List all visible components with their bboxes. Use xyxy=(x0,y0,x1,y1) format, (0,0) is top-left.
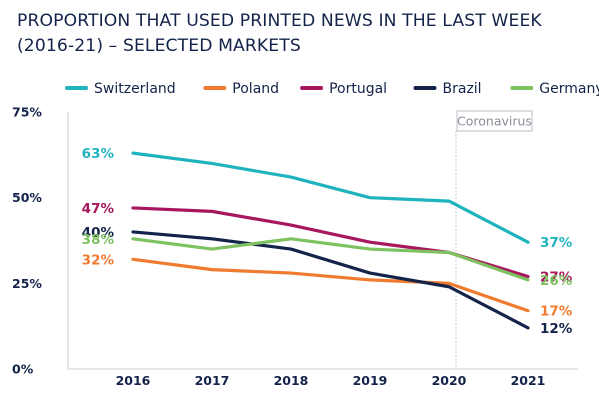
data-label-end-poland: 17% xyxy=(540,304,573,320)
series-line-switzerland xyxy=(131,151,530,244)
legend-label-brazil: Brazil xyxy=(443,81,482,97)
y-axis-ticks: 0% 25% 50% 75% xyxy=(12,105,42,377)
series-line-poland xyxy=(131,257,530,313)
data-label-end-portugal: 27% xyxy=(540,269,573,285)
y-tick-label: 25% xyxy=(12,276,42,291)
x-tick-label: 2017 xyxy=(195,373,230,388)
chart-title: PROPORTION THAT USED PRINTED NEWS IN THE… xyxy=(17,9,592,59)
coronavirus-label-box xyxy=(456,110,533,132)
x-tick-label: 2016 xyxy=(116,373,151,388)
coronavirus-label: Coronavirus xyxy=(457,114,532,129)
x-tick-label: 2020 xyxy=(432,373,467,388)
data-label-start-germany: 38% xyxy=(82,232,115,248)
series-line-germany xyxy=(131,237,530,282)
series-lines xyxy=(131,151,530,330)
data-label-start-poland: 32% xyxy=(82,252,115,268)
legend: Switzerland Poland Portugal Brazil Germany xyxy=(65,81,599,97)
legend-label-poland: Poland xyxy=(232,81,279,97)
x-tick-label: 2019 xyxy=(353,373,388,388)
y-tick-label: 50% xyxy=(12,190,42,205)
axes xyxy=(67,112,578,370)
x-tick-label: 2018 xyxy=(274,373,309,388)
series-line-brazil xyxy=(131,230,530,330)
x-axis-ticks: 2016 2017 2018 2019 2020 2021 xyxy=(116,373,546,388)
data-label-end-germany: 26% xyxy=(540,273,573,289)
coronavirus-annotation: Coronavirus xyxy=(455,110,533,369)
data-label-start-portugal: 47% xyxy=(82,201,115,217)
data-label-end-brazil: 12% xyxy=(540,321,573,337)
x-tick-label: 2021 xyxy=(511,373,546,388)
legend-label-switzerland: Switzerland xyxy=(94,81,176,97)
y-tick-label: 75% xyxy=(12,105,42,120)
legend-label-portugal: Portugal xyxy=(329,81,387,97)
data-label-end-switzerland: 37% xyxy=(540,235,573,251)
data-labels: 63% 37% 32% 17% 47% 27% 40% 12% 38% 26% xyxy=(82,146,573,337)
y-tick-label: 0% xyxy=(12,362,34,377)
chart-title-line-1: PROPORTION THAT USED PRINTED NEWS IN THE… xyxy=(17,11,542,31)
legend-label-germany: Germany xyxy=(539,81,599,97)
data-label-start-brazil: 40% xyxy=(82,225,115,241)
data-label-start-switzerland: 63% xyxy=(82,146,115,162)
chart-title-line-2: (2016-21) – SELECTED MARKETS xyxy=(17,36,301,56)
